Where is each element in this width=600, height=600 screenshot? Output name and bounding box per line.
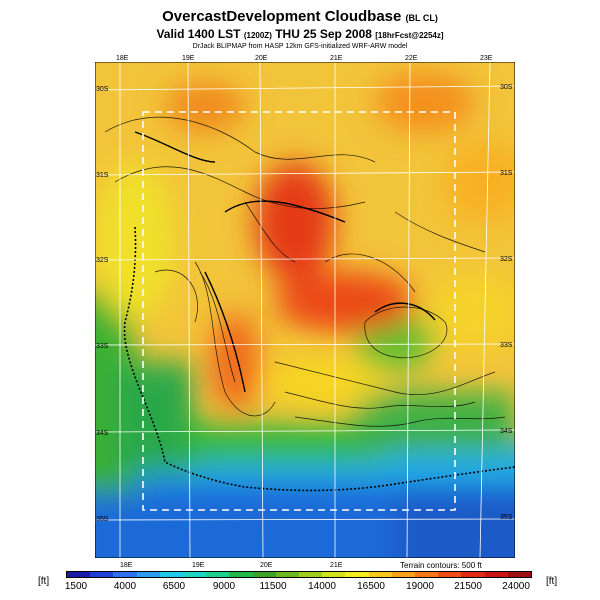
lat-label-left: 33S [96, 343, 109, 350]
forecast-tag: [18hrFcst@2254z] [375, 31, 444, 40]
scale-tick: 21500 [454, 581, 482, 592]
scale-tick: 14000 [308, 581, 336, 592]
color-scale-swatch [415, 572, 439, 577]
map-title: OvercastDevelopment Cloudbase (BL CL) [0, 8, 600, 25]
lon-label-top: 23E [480, 55, 493, 62]
color-scale-swatch [461, 572, 485, 577]
color-scale-swatch [438, 572, 462, 577]
color-scale-bar [66, 571, 532, 578]
scale-tick: 11500 [259, 581, 287, 592]
valid-time: Valid 1400 LST (1200Z) THU 25 Sep 2008 [… [0, 27, 600, 41]
model-subtitle: DrJack BLIPMAP from HASP 12km GFS-initia… [192, 43, 408, 50]
lon-label-top: 21E [330, 55, 343, 62]
lat-label-right: 32S [500, 256, 513, 263]
color-scale-swatch [345, 572, 369, 577]
lon-label-top: 19E [182, 55, 195, 62]
color-scale-swatch [90, 572, 114, 577]
color-scale-swatch [183, 572, 207, 577]
color-scale-swatch [299, 572, 323, 577]
cloudbase-map [95, 62, 515, 558]
lon-label-bottom: 21E [330, 562, 343, 569]
lat-label-left: 31S [96, 172, 109, 179]
lat-label-right: 34S [500, 428, 513, 435]
color-scale-swatch [113, 572, 137, 577]
lat-label-left: 32S [96, 257, 109, 264]
lon-label-top: 20E [255, 55, 268, 62]
lon-label-bottom: 18E [120, 562, 133, 569]
lat-label-right: 33S [500, 342, 513, 349]
legend-unit-right: [ft] [546, 576, 558, 587]
color-scale-swatch [252, 572, 276, 577]
color-scale-swatch [275, 572, 300, 577]
color-scale-swatch [322, 572, 346, 577]
valid-utc: (1200Z) [243, 31, 272, 40]
scale-tick: 24000 [502, 581, 530, 592]
scale-tick: 6500 [162, 581, 186, 592]
scale-tick: 19000 [406, 581, 434, 592]
lat-label-left: 34S [96, 430, 109, 437]
color-scale-swatch [206, 572, 230, 577]
lon-label-top: 18E [116, 55, 129, 62]
color-scale-swatch [136, 572, 160, 577]
lon-label-top: 22E [405, 55, 418, 62]
color-scale-swatch [67, 572, 91, 577]
color-scale-ticks: 1500 4000 6500 9000 11500 14000 16500 19… [48, 581, 548, 595]
color-scale-swatch [391, 572, 416, 577]
lat-label-right: 35S [500, 514, 513, 521]
lat-label-left: 30S [96, 86, 109, 93]
lon-label-bottom: 20E [260, 562, 273, 569]
color-scale-swatch [229, 572, 253, 577]
valid-date: THU 25 Sep 2008 [275, 27, 372, 41]
scale-tick: 9000 [212, 581, 236, 592]
scale-tick: 16500 [357, 581, 385, 592]
valid-line: Valid 1400 LST [156, 27, 241, 41]
lat-label-right: 30S [500, 84, 513, 91]
lat-label-right: 31S [500, 170, 513, 177]
color-scale-swatch [507, 572, 532, 577]
color-scale-swatch [484, 572, 508, 577]
title-suffix: (BL CL) [405, 13, 438, 23]
scale-tick: 4000 [113, 581, 137, 592]
contour-note: Terrain contours: 500 ft [400, 561, 482, 570]
scale-tick: 1500 [64, 581, 88, 592]
color-scale-swatch [159, 572, 184, 577]
color-scale-swatch [368, 572, 392, 577]
lat-label-left: 35S [96, 516, 109, 523]
title-text: OvercastDevelopment Cloudbase [162, 8, 402, 25]
lon-label-bottom: 19E [192, 562, 205, 569]
legend-unit-left: [ft] [38, 576, 50, 587]
